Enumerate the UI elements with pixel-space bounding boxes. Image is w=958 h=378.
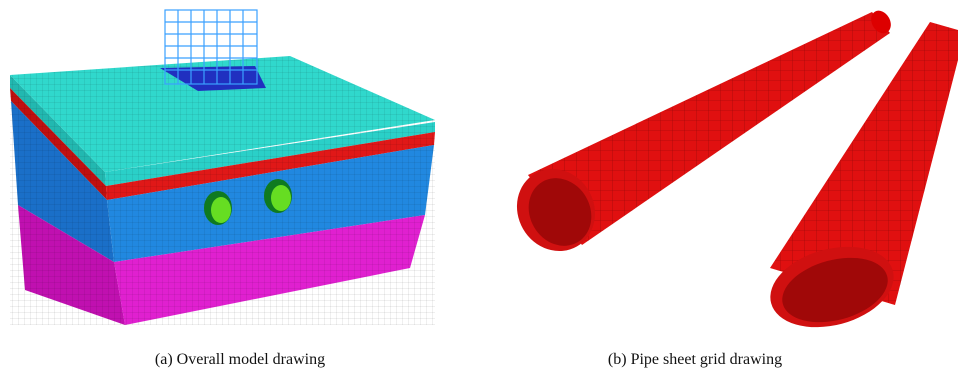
model-drawing xyxy=(10,10,435,325)
caption: (b) Pipe sheet grid drawing xyxy=(608,351,782,368)
figure: (a) Overall model drawing (b) Pipe sheet… xyxy=(0,0,958,378)
page: (a) Overall model drawing (b) Pipe sheet… xyxy=(0,0,958,378)
pipe-drawing xyxy=(502,7,958,340)
caption: (a) Overall model drawing xyxy=(155,351,325,368)
